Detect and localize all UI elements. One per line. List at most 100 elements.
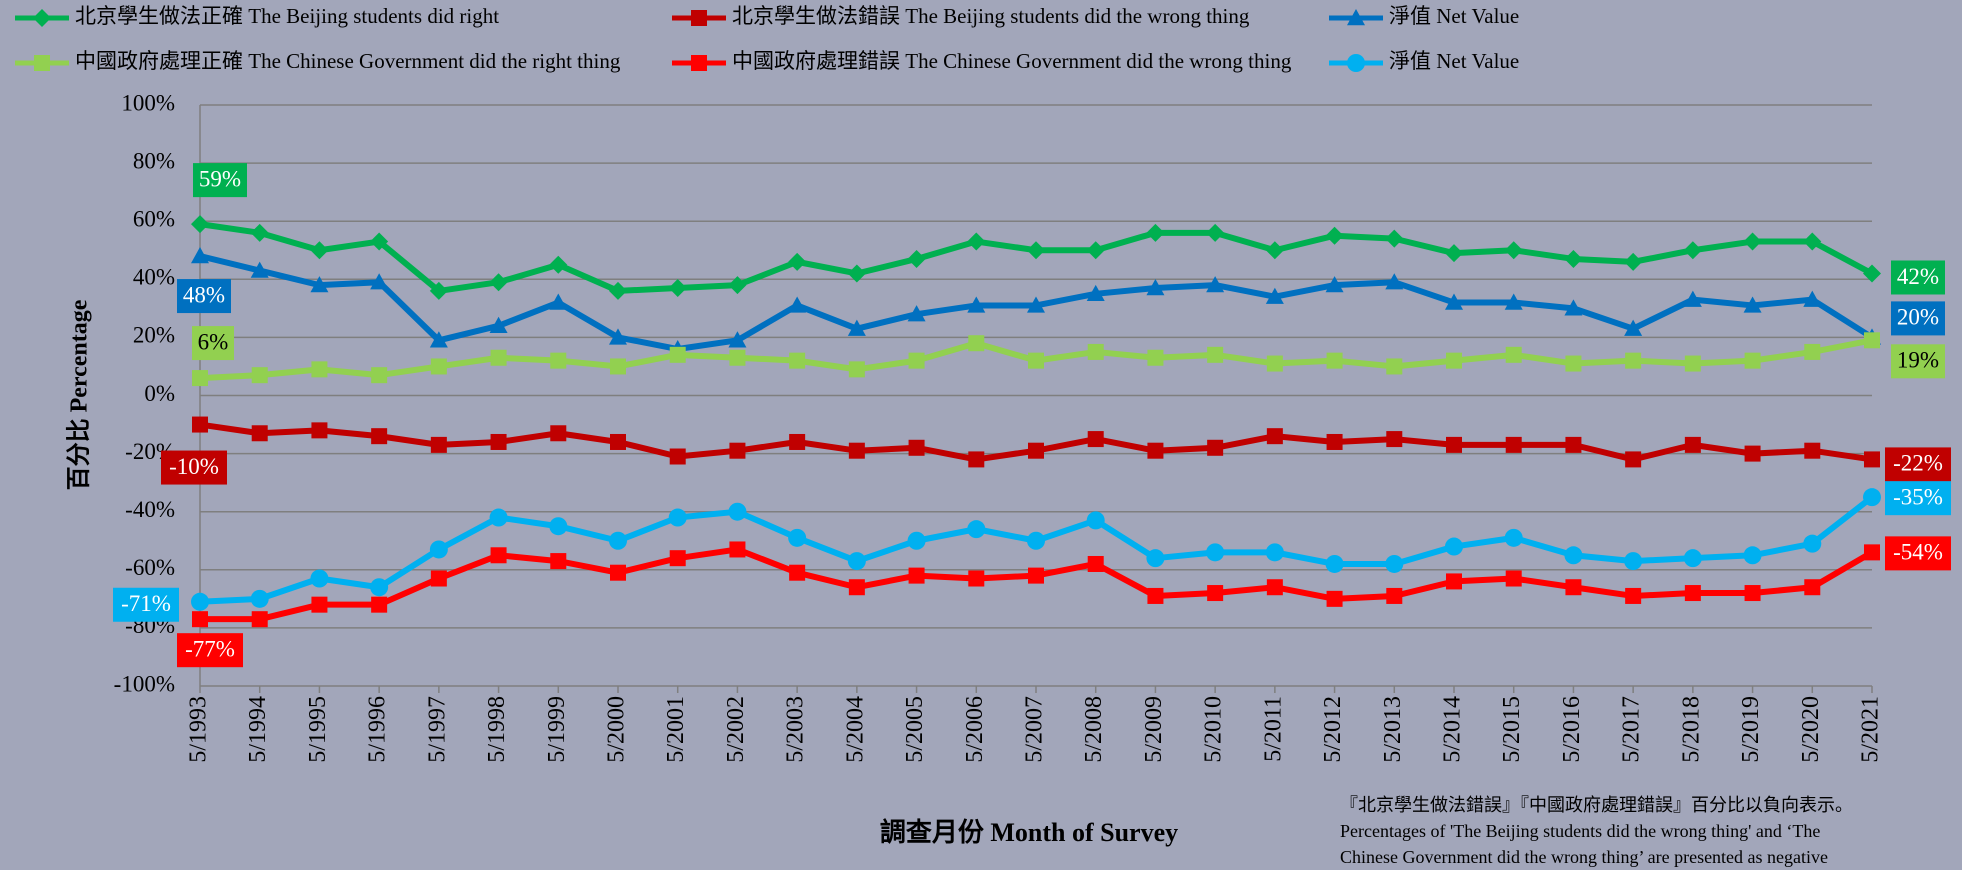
marker [430,358,447,375]
data-label: -22% [1893,451,1943,476]
data-label: 19% [1897,348,1939,373]
marker [609,328,627,345]
marker [1087,343,1104,360]
series: 59% 42% [191,163,1945,300]
legend-label: 中國政府處理錯誤 The Chinese Government did the … [732,49,1292,73]
data-label-box [1891,344,1945,379]
x-tick-label: 5/1993 [186,696,212,763]
note: Percentages of 'The Beijing students did… [1340,821,1820,841]
x-tick-label: 5/2020 [1798,696,1824,763]
marker [1147,587,1164,604]
marker [968,335,985,352]
marker [251,611,268,628]
data-label: 48% [183,282,225,307]
series: -71% -35% [113,481,1951,622]
x-tick-label: 5/1996 [365,696,391,763]
marker [192,370,208,387]
data-label-box [192,326,234,361]
marker [728,502,747,521]
marker [1087,431,1104,448]
marker [967,520,986,539]
data-label-box [113,587,179,622]
marker [907,249,926,268]
marker [192,611,208,628]
marker [34,55,50,71]
marker [907,531,926,550]
marker [1027,296,1045,313]
x-tick-label: 5/2019 [1738,696,1764,763]
marker [1804,579,1821,596]
marker [728,276,747,295]
marker [789,352,806,369]
marker [967,232,986,251]
marker [1804,343,1821,360]
marker [311,361,328,378]
y-tick-label: 40% [133,265,175,290]
x-tick-label: 5/2001 [663,696,689,763]
marker [550,553,567,570]
marker [847,319,866,336]
marker [1206,223,1225,242]
marker [1326,433,1343,450]
marker [968,451,985,468]
marker [789,433,806,450]
x-tick-label: 5/2018 [1678,696,1704,763]
marker [610,358,626,375]
marker [1386,431,1403,448]
x-axis-title: 調查月份 Month of Survey [880,817,1178,847]
marker [967,296,986,313]
marker [1863,264,1881,283]
marker [1446,573,1462,590]
marker [1445,293,1463,310]
marker [549,293,568,310]
marker [788,296,807,313]
marker [1864,332,1880,349]
marker [668,508,687,527]
marker [1624,252,1643,271]
marker [1744,352,1761,369]
data-label-box [161,450,227,485]
x-tick-label: 5/2006 [962,696,988,763]
marker [847,264,866,283]
marker [1624,319,1643,336]
data-label-box [193,163,247,198]
marker [1027,241,1045,260]
marker [1684,585,1701,602]
marker [1086,284,1105,302]
marker [848,442,865,459]
x-tick-label: 5/1999 [544,696,570,763]
marker [1027,531,1045,550]
x-tick-label: 5/2015 [1499,696,1525,763]
marker [489,316,508,333]
y-tick-label: 0% [144,381,175,406]
x-tick-label: 5/2021 [1858,696,1884,763]
marker [371,596,388,613]
marker [1206,276,1225,293]
marker [1803,232,1822,251]
y-tick-label: 20% [133,323,175,348]
marker [549,517,568,536]
legend-label: 北京學生做法錯誤 The Beijing students did the wr… [732,4,1250,28]
y-tick-label: -40% [125,497,175,522]
marker [490,547,507,564]
x-tick-label: 5/2008 [1081,696,1107,763]
marker [1147,442,1164,459]
data-label-box [177,633,243,668]
y-tick-label: 60% [133,206,175,231]
marker [907,305,926,322]
marker [1743,546,1762,565]
marker [1325,226,1344,245]
x-tick-label: 5/1994 [245,696,271,763]
marker [1803,534,1822,553]
marker [1446,436,1462,453]
marker [1325,276,1344,293]
marker [669,346,686,363]
note: Chinese Government did the wrong thing’ … [1340,847,1828,867]
marker [250,261,269,278]
marker [1803,290,1822,307]
legend-label: 淨值 Net Value [1389,4,1519,28]
marker [1564,249,1583,268]
y-axis-title: 百分比 Percentage [66,299,93,490]
data-label: -10% [169,454,219,479]
